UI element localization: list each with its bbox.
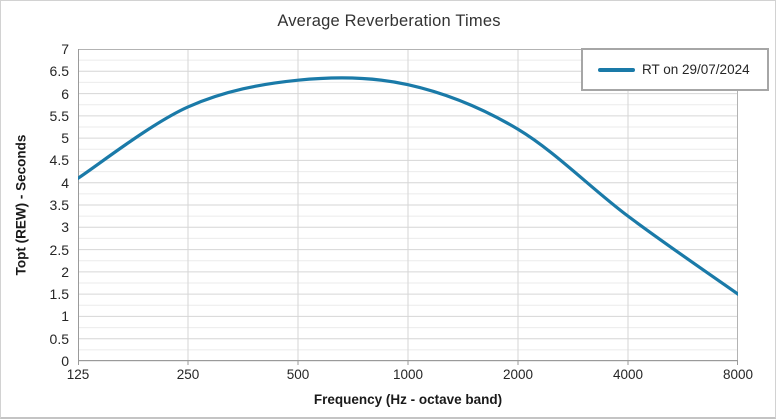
x-tick-label: 1000 — [392, 367, 424, 382]
x-tick-label: 250 — [176, 367, 200, 382]
x-tick-label: 4000 — [612, 367, 644, 382]
y-tick-label: 4.5 — [49, 152, 69, 169]
y-tick-label: 6 — [61, 85, 69, 102]
plot-area — [78, 49, 738, 365]
y-tick-label: 1.5 — [49, 286, 69, 303]
x-tick-label: 125 — [66, 367, 90, 382]
y-tick-label: 2 — [61, 263, 69, 280]
y-tick-label: 0 — [61, 353, 69, 369]
series-line-rt — [78, 76, 738, 296]
y-tick-label: 4 — [61, 174, 69, 191]
chart-title: Average Reverberation Times — [277, 12, 501, 30]
legend-label: RT on 29/07/2024 — [642, 62, 750, 77]
y-tick-label: 3.5 — [49, 197, 69, 213]
y-tick-label: 5.5 — [49, 107, 69, 124]
y-tick-label: 5 — [61, 130, 69, 147]
plot-canvas — [78, 49, 738, 365]
legend-line-swatch — [598, 67, 635, 72]
y-tick-label: 3 — [61, 219, 69, 236]
x-tick-label: 8000 — [722, 367, 754, 382]
legend: RT on 29/07/2024 — [581, 48, 769, 91]
y-tick-label: 0.5 — [49, 330, 69, 347]
y-tick-label: 2.5 — [49, 241, 69, 258]
y-tick-label: 6.5 — [49, 63, 69, 80]
x-tick-label: 500 — [286, 367, 310, 382]
x-axis-title: Frequency (Hz - octave band) — [313, 392, 503, 407]
x-tick-label: 2000 — [502, 367, 534, 382]
y-tick-label: 1 — [61, 308, 69, 325]
y-tick-label: 7 — [61, 41, 69, 57]
